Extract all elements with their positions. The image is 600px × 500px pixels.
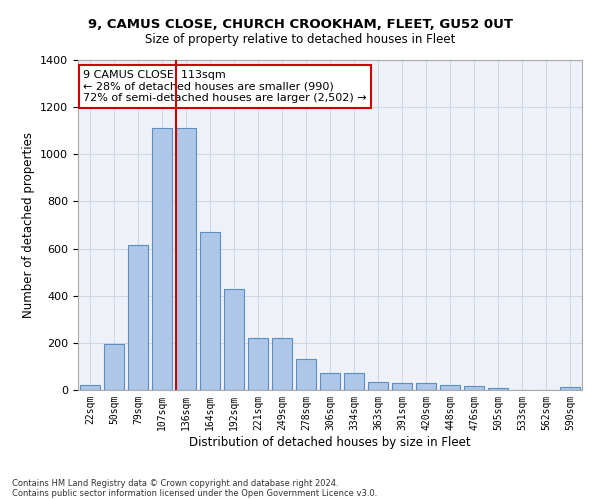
Bar <box>152 128 172 390</box>
Bar <box>200 232 220 390</box>
Bar <box>320 373 340 390</box>
Text: 9 CAMUS CLOSE: 113sqm
← 28% of detached houses are smaller (990)
72% of semi-det: 9 CAMUS CLOSE: 113sqm ← 28% of detached … <box>83 70 367 103</box>
Text: Contains public sector information licensed under the Open Government Licence v3: Contains public sector information licen… <box>12 488 377 498</box>
Bar <box>392 383 412 390</box>
Bar <box>416 384 436 390</box>
Bar <box>464 386 484 390</box>
Bar <box>272 338 292 390</box>
Bar <box>488 388 508 390</box>
Bar <box>224 288 244 390</box>
Bar <box>176 128 196 390</box>
Text: 9, CAMUS CLOSE, CHURCH CROOKHAM, FLEET, GU52 0UT: 9, CAMUS CLOSE, CHURCH CROOKHAM, FLEET, … <box>88 18 512 30</box>
Text: Size of property relative to detached houses in Fleet: Size of property relative to detached ho… <box>145 32 455 46</box>
Bar <box>560 387 580 390</box>
Bar <box>248 338 268 390</box>
Bar <box>368 382 388 390</box>
Y-axis label: Number of detached properties: Number of detached properties <box>22 132 35 318</box>
Bar <box>80 386 100 390</box>
Bar <box>104 344 124 390</box>
X-axis label: Distribution of detached houses by size in Fleet: Distribution of detached houses by size … <box>189 436 471 448</box>
Bar <box>128 245 148 390</box>
Bar <box>296 360 316 390</box>
Text: Contains HM Land Registry data © Crown copyright and database right 2024.: Contains HM Land Registry data © Crown c… <box>12 478 338 488</box>
Bar <box>344 373 364 390</box>
Bar <box>440 386 460 390</box>
